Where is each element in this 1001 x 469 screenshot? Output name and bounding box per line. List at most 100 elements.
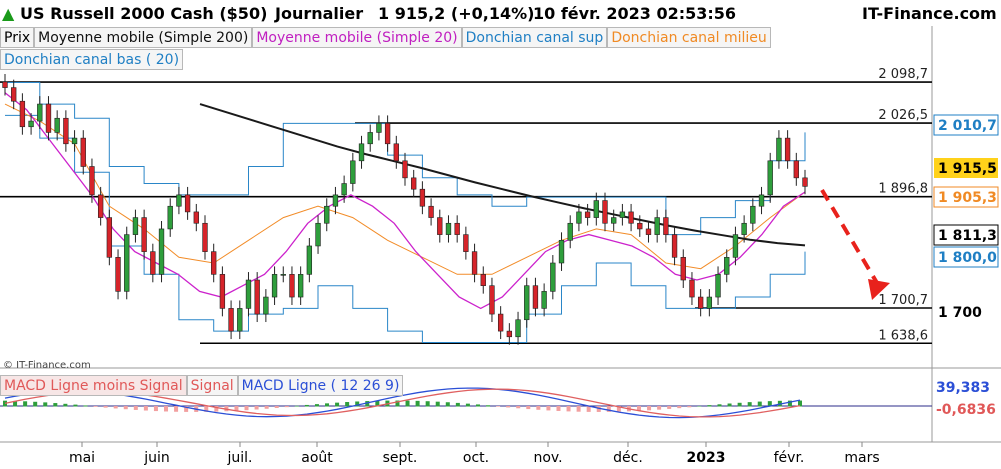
price-badge-label: 1 811,3 (938, 228, 997, 244)
price-badge-label: 1 915,5 (938, 161, 997, 177)
chart-header: ▲ US Russell 2000 Cash ($50) Journalier … (0, 0, 1001, 26)
macd-hist-bar (274, 406, 279, 408)
candle-body (132, 217, 139, 235)
legend-macd-hist[interactable]: MACD Ligne moins Signal (0, 375, 187, 396)
level-label: 1 638,6 (878, 328, 928, 343)
price-badge-box (933, 186, 999, 208)
macd-hist-bar (576, 406, 581, 412)
legend-row-1: Prix Moyenne mobile (Simple 200) Moyenne… (0, 27, 771, 48)
macd-hist-bar (465, 403, 470, 407)
candle-body (489, 285, 495, 315)
macd-hist-bar (375, 400, 380, 407)
candle-body (480, 274, 486, 286)
macd-hist-bar (435, 401, 440, 407)
macd-hist-bar (395, 400, 400, 407)
macd-hist-bar (566, 406, 571, 412)
x-tick-label: mai (69, 450, 95, 466)
candle-body (150, 251, 156, 275)
macd-hist-bar (657, 406, 662, 410)
price-badge-box (934, 158, 998, 178)
macd-hist-bar (747, 402, 752, 407)
candle-body (689, 279, 695, 298)
macd-hist-bar (153, 406, 158, 412)
price-badge-box (933, 224, 999, 246)
candle-body (315, 222, 321, 247)
macd-hist-bar (325, 403, 330, 407)
legend-macd-line[interactable]: MACD Ligne ( 12 26 9) (237, 375, 404, 396)
candle-body (550, 262, 556, 292)
x-tick-label: sept. (383, 450, 418, 466)
candle-body (106, 217, 113, 258)
candle-body (541, 291, 547, 309)
x-tick-label: déc. (613, 450, 643, 466)
macd-line-value: 39,383 (936, 380, 990, 396)
candle-body (80, 137, 86, 167)
candle-body (628, 211, 634, 224)
candle-body (376, 123, 382, 133)
macd-hist-bar (536, 406, 541, 410)
price-badge-label: 1 905,3 (938, 190, 997, 206)
macd-hist-bar (234, 406, 239, 411)
candle-body (724, 257, 730, 275)
level-label: 2 026,5 (878, 108, 928, 123)
candle-body (645, 228, 652, 235)
macd-hist-bar (506, 406, 511, 408)
projection-arrow (820, 188, 882, 290)
macd-hist-bar (606, 406, 611, 412)
candle-body (567, 222, 573, 241)
legend-price[interactable]: Prix (0, 27, 35, 48)
candle-body (306, 245, 313, 275)
macd-hist-bar (475, 404, 480, 407)
macd-hist-bar (737, 402, 742, 407)
macd-hist-bar (415, 400, 420, 407)
macd-hist-bar (345, 402, 350, 407)
candle-body (532, 285, 539, 309)
candle-body (271, 274, 278, 298)
candle-body (297, 274, 304, 298)
candle-body (228, 308, 234, 332)
legend-macd-signal[interactable]: Signal (186, 375, 238, 396)
candle-body (341, 183, 347, 196)
macd-hist-bar (133, 406, 138, 410)
macd-hist-bar (43, 402, 48, 407)
legend-dc-sup[interactable]: Donchian canal sup (461, 27, 608, 48)
macd-hist-bar (365, 401, 370, 407)
macd-hist-bar (516, 406, 521, 409)
legend-sma20[interactable]: Moyenne mobile (Simple 20) (252, 27, 462, 48)
macd-hist-bar (184, 406, 189, 412)
candle-body (524, 285, 530, 321)
candle-body (576, 211, 582, 224)
macd-hist-bar (254, 406, 259, 410)
candle-body (254, 279, 260, 315)
legend-dc-low[interactable]: Donchian canal bas ( 20) (0, 49, 184, 70)
macd-hist-bar (556, 406, 561, 411)
macd-hist-bar (314, 404, 319, 407)
sma20-line (4, 92, 806, 310)
candle-body (506, 330, 513, 338)
candle-body (793, 160, 799, 179)
candle-body (515, 319, 521, 338)
price-badge: 1 800,0 (933, 246, 999, 268)
candle-body (558, 239, 565, 264)
legend-sma200[interactable]: Moyenne mobile (Simple 200) (34, 27, 253, 48)
macd-hist-bar (53, 403, 58, 407)
macd-hist-bar (405, 400, 410, 407)
legend-dc-mid[interactable]: Donchian canal milieu (607, 27, 771, 48)
macd-hist-bar (13, 400, 18, 407)
projection-arrowhead (868, 279, 890, 300)
instrument-name: US Russell 2000 Cash ($50) (20, 4, 268, 23)
level-label: 1 700,7 (878, 293, 928, 308)
candle-body (593, 200, 599, 218)
candle-body (393, 143, 399, 162)
macd-hist-bar (787, 400, 792, 407)
candle-body (611, 217, 617, 224)
legend-row-2: Donchian canal bas ( 20) (0, 49, 184, 70)
macd-hist-bar (63, 403, 68, 407)
macd-hist-bar (73, 404, 78, 407)
candle-body (758, 194, 765, 207)
candle-body (28, 120, 34, 128)
macd-hist-bar (636, 406, 641, 411)
candle-body (115, 257, 121, 292)
candle-body (654, 217, 660, 235)
